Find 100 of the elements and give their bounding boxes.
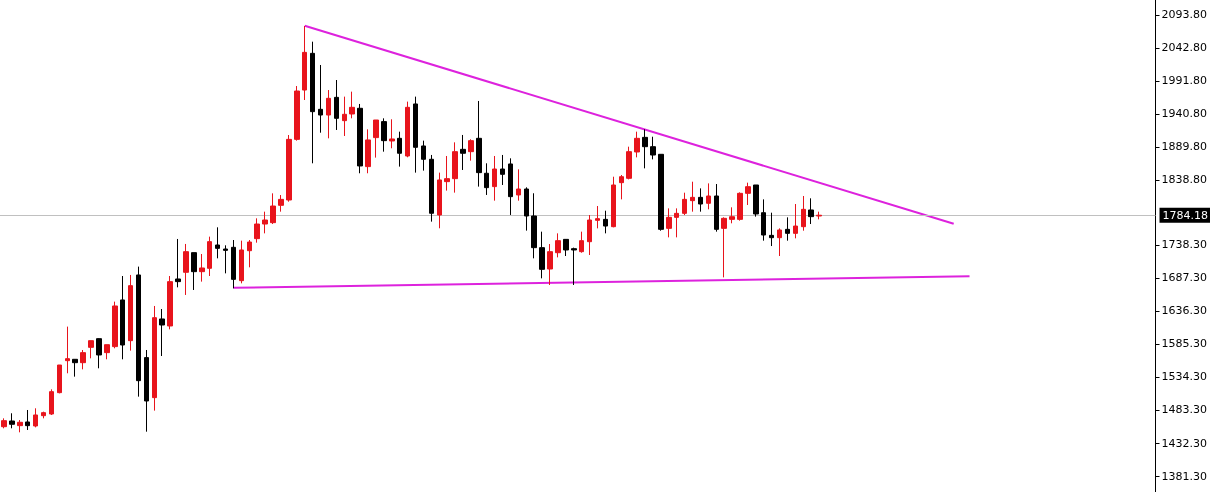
candlestick: [729, 206, 735, 224]
y-tick-label: 2042.80: [1161, 41, 1208, 55]
candlestick: [603, 210, 608, 234]
candlestick: [1, 417, 7, 429]
candlestick: [159, 308, 165, 357]
ref-line-label: 1784.18: [1162, 208, 1209, 222]
candlestick: [389, 118, 395, 149]
candlestick: [80, 349, 86, 370]
candlestick: [365, 128, 371, 174]
candlestick: [587, 214, 592, 256]
candlestick: [460, 134, 466, 171]
y-tick-label: 1889.80: [1161, 140, 1208, 154]
candlestick: [650, 136, 656, 160]
y-tick-label: 1738.30: [1161, 238, 1208, 252]
candlestick: [326, 89, 331, 139]
candlestick: [721, 216, 727, 278]
candlestick: [682, 192, 687, 216]
candlestick: [611, 176, 616, 228]
y-tick-label: 1636.30: [1161, 304, 1208, 318]
candlestick: [381, 117, 387, 153]
candlestick: [191, 252, 197, 291]
candlestick: [706, 182, 711, 210]
candlestick: [112, 301, 118, 349]
candlestick: [120, 275, 125, 360]
candlestick: [57, 364, 62, 394]
candlestick: [500, 154, 505, 186]
candlestick: [88, 340, 94, 359]
candlestick: [239, 240, 244, 284]
candlestick: [492, 155, 497, 202]
candlestick: [175, 238, 181, 288]
candlestick: [793, 203, 798, 239]
candlestick: [278, 194, 284, 213]
candlestick: [33, 407, 38, 428]
candlestick: [167, 275, 173, 330]
candlestick: [65, 326, 70, 374]
candlestick: [452, 141, 458, 194]
candlestick: [437, 172, 442, 229]
candlestick: [349, 91, 355, 119]
candlestick: [737, 191, 743, 222]
y-tick-label: 1432.30: [1161, 436, 1208, 450]
candlestick: [531, 192, 537, 259]
candlestick: [698, 187, 703, 213]
candlestick: [183, 243, 189, 296]
candlestick: [808, 197, 814, 225]
candlestick: [17, 419, 23, 433]
y-tick-label: 1687.30: [1161, 271, 1208, 285]
candlestick: [207, 236, 212, 277]
candlestick: [223, 244, 228, 274]
y-tick-label: 1991.80: [1161, 74, 1208, 88]
y-tick-label: 1483.30: [1161, 403, 1208, 417]
candlestick: [286, 134, 292, 203]
candlestick: [104, 344, 110, 360]
candlestick: [310, 41, 315, 164]
candlestick: [484, 162, 489, 196]
candlestick: [334, 79, 339, 131]
candlestick: [25, 409, 30, 431]
candlestick: [801, 195, 806, 232]
candlestick: [144, 349, 149, 433]
candlestick: [136, 266, 141, 398]
candlestick: [745, 182, 751, 206]
candlestick: [405, 101, 410, 158]
candlestick: [595, 205, 600, 229]
candlestick: [579, 231, 584, 254]
y-tick-label: 1940.80: [1161, 107, 1208, 121]
candlestick: [785, 216, 790, 242]
candlestick: [468, 138, 474, 162]
candlestick: [199, 253, 205, 283]
candlestick: [626, 146, 632, 180]
candlestick: [714, 183, 719, 233]
candlestick: [9, 412, 15, 429]
candlestick: [816, 211, 822, 220]
candlestick: [429, 154, 434, 223]
candlestick: [690, 181, 695, 213]
y-tick-label: 2093.80: [1161, 8, 1208, 22]
candlestick: [294, 85, 300, 142]
candlestick: [634, 131, 640, 158]
candlestick: [666, 207, 672, 238]
candlestick: [753, 184, 759, 218]
candlestick: [397, 131, 402, 168]
candlestick: [658, 153, 664, 232]
candlestick: [270, 192, 276, 225]
candlestick: [563, 238, 569, 257]
candlestick: [49, 388, 54, 416]
candlestick: [357, 103, 363, 174]
candlestick: [318, 64, 323, 134]
candlestick: [761, 198, 766, 242]
y-tick-label: 1585.30: [1161, 337, 1208, 351]
candlestick: [254, 217, 260, 244]
y-tick-label: 1381.30: [1161, 469, 1208, 483]
candlestick: [96, 337, 102, 369]
candlestick: [524, 186, 529, 232]
candlestick: [247, 239, 252, 268]
candlestick: [72, 358, 78, 378]
candlestick: [152, 305, 157, 412]
candlestick: [128, 274, 133, 352]
candlestick: [215, 226, 220, 259]
candlestick: [476, 100, 482, 188]
candlestick: [373, 119, 379, 159]
candlestick: [642, 128, 648, 169]
candlestick: [262, 211, 268, 234]
